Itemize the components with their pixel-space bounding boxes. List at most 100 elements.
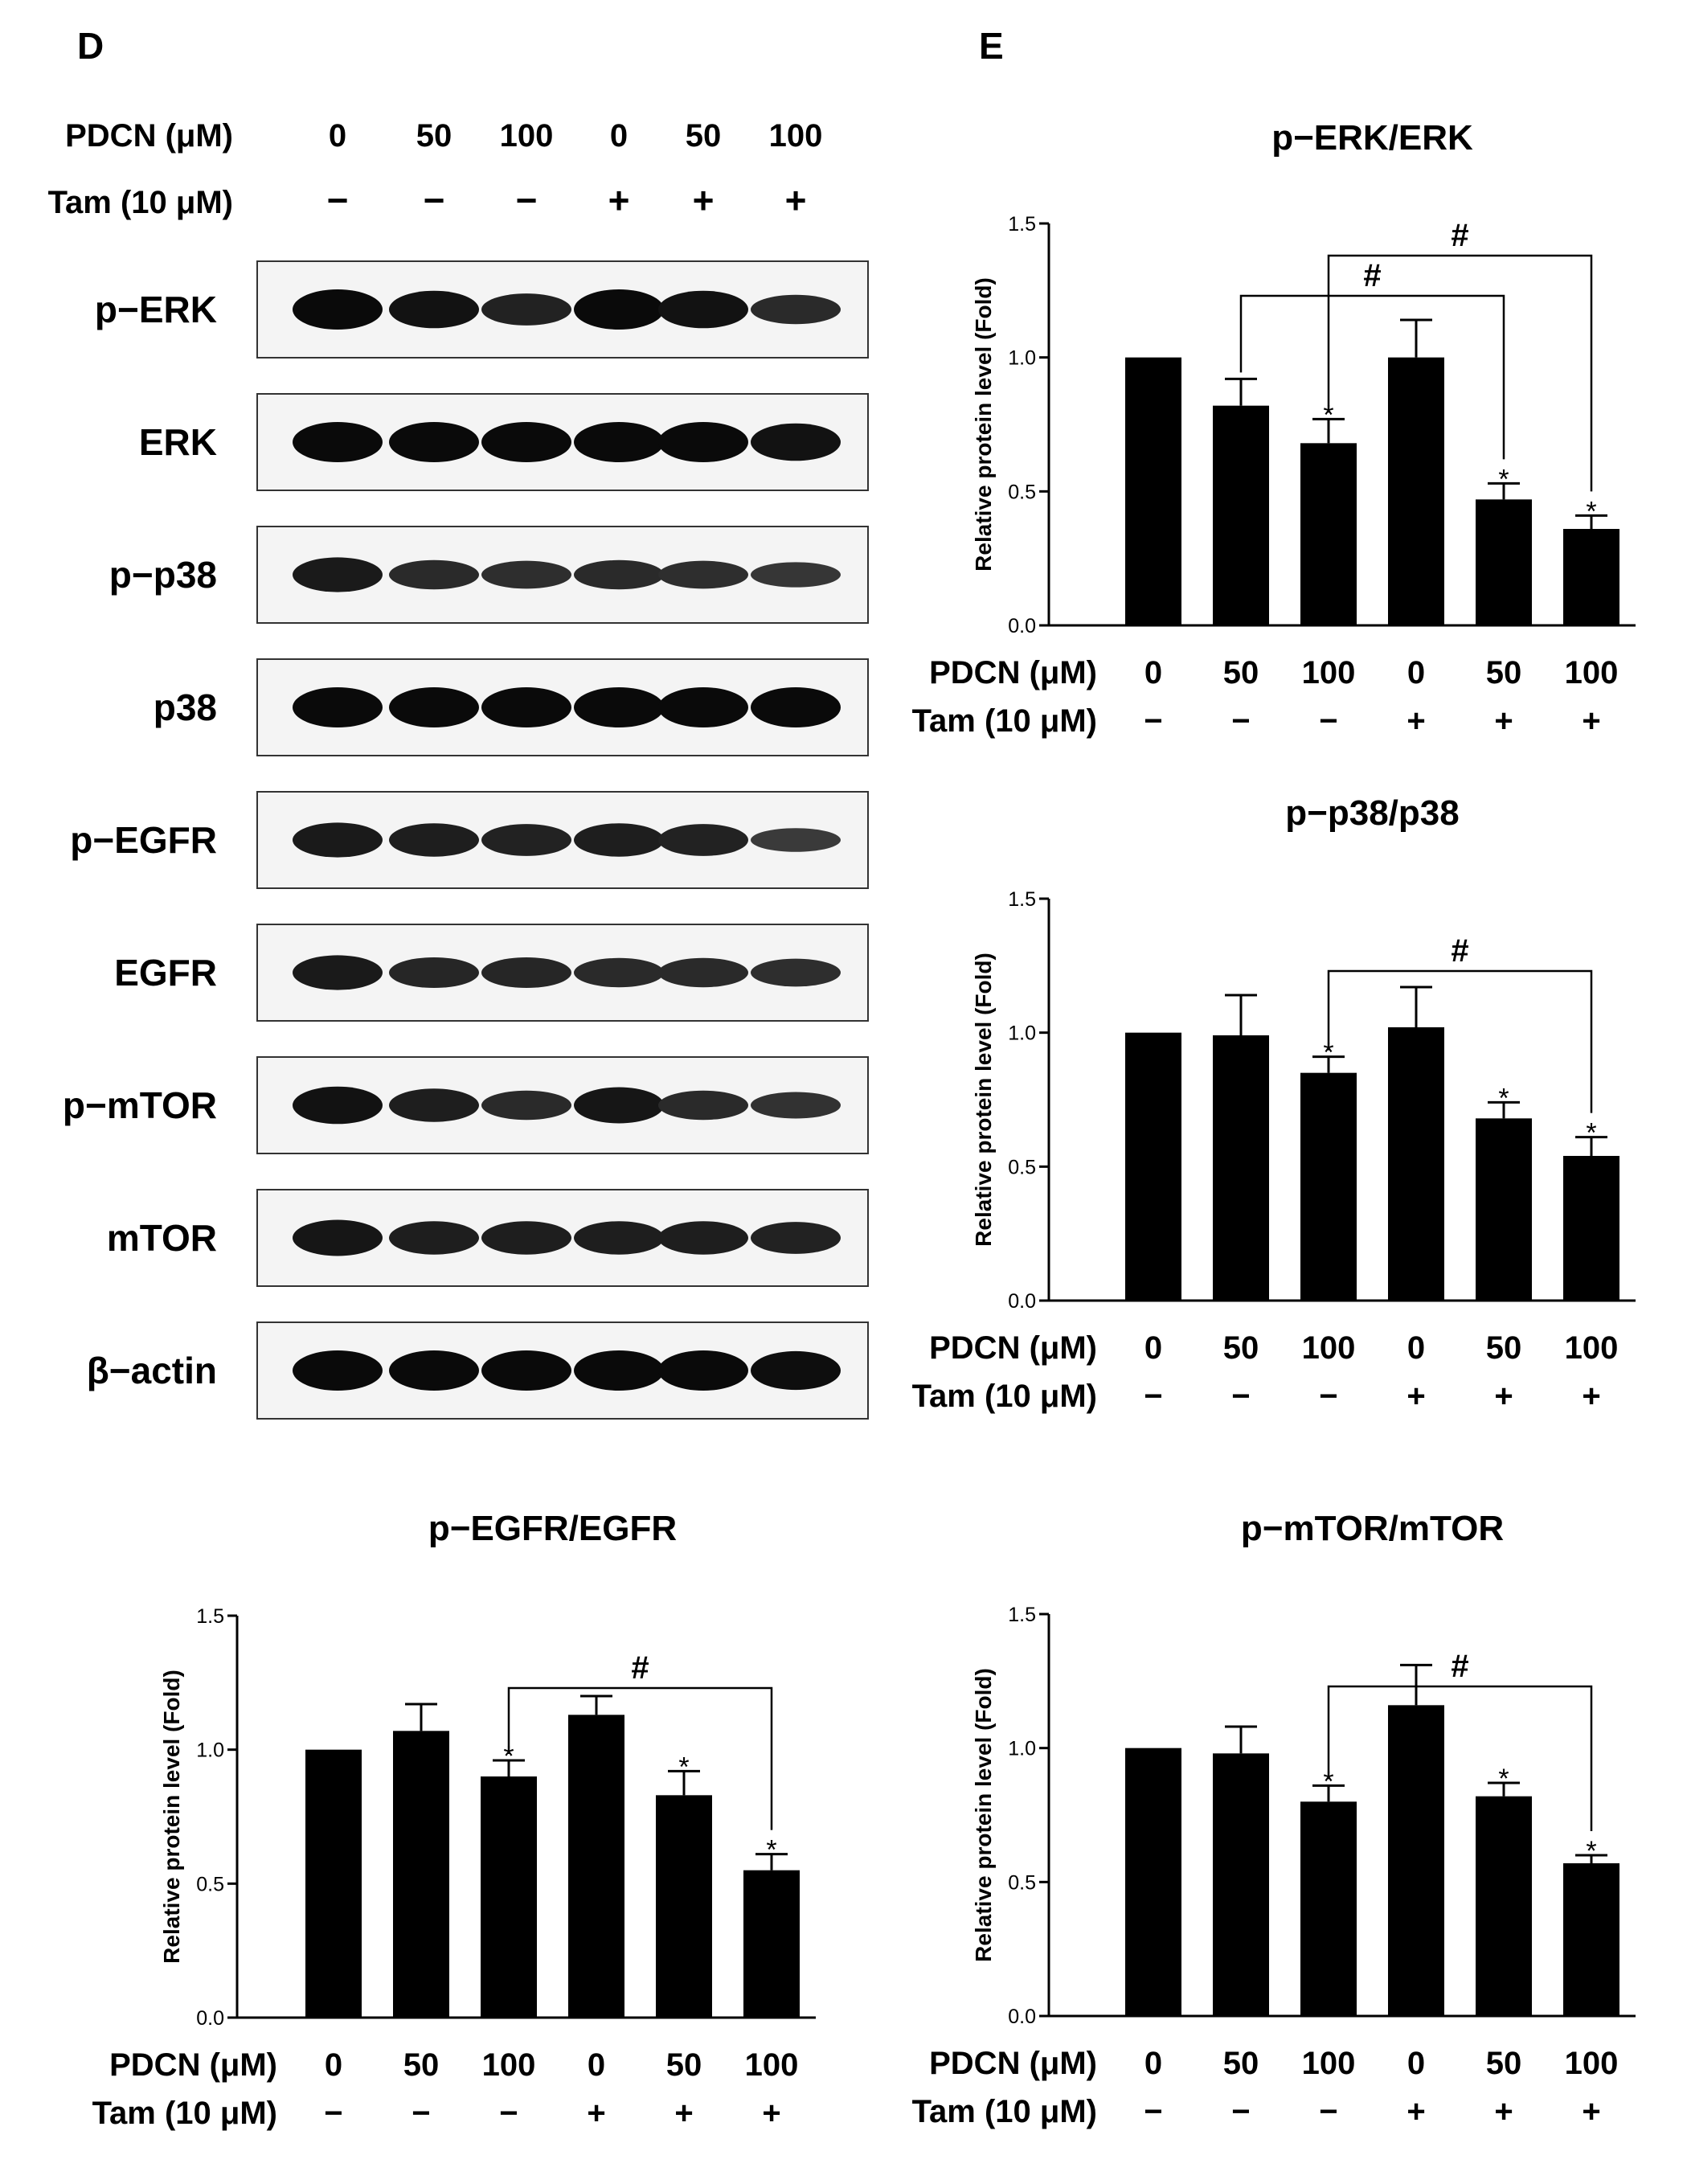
y-tick-label: 1.0 <box>1008 1022 1036 1045</box>
bar <box>1213 1035 1269 1301</box>
tam-value: − <box>1144 703 1162 739</box>
blot-band <box>751 1222 841 1254</box>
pdcn-value: 50 <box>1486 1330 1522 1366</box>
blot-row-label: p−EGFR <box>70 819 217 861</box>
blot-band <box>481 687 571 727</box>
tam-value: − <box>499 2096 518 2131</box>
significance-hash: # <box>1451 218 1468 253</box>
significance-hash: # <box>1451 1649 1468 1684</box>
blot-row-label: p−mTOR <box>63 1084 217 1126</box>
blot-band <box>751 562 841 588</box>
chart-p-p38-p38: p−p38/p38 0.0 0.5 1.0 1.5 Relative protein le… <box>912 796 1636 1414</box>
bar <box>1476 499 1532 625</box>
tam-value: + <box>1582 1379 1600 1414</box>
tam-label: Tam (10 μM) <box>92 2096 277 2131</box>
blot-pdcn-value: 100 <box>769 118 823 154</box>
blot-band <box>574 1350 664 1391</box>
significance-star: * <box>1498 1764 1509 1794</box>
y-tick-label: 1.5 <box>1008 213 1036 236</box>
blot-band <box>574 687 664 727</box>
blot-band <box>574 422 664 462</box>
pdcn-value: 0 <box>588 2047 605 2083</box>
y-axis-label: Relative protein level (Fold) <box>971 277 996 572</box>
y-tick-label: 1.0 <box>196 1739 224 1762</box>
blot-row-label: ERK <box>139 421 217 463</box>
blot-band <box>389 290 479 329</box>
significance-hash: # <box>631 1650 649 1686</box>
y-tick-label: 1.0 <box>1008 347 1036 370</box>
blot-pdcn-label: PDCN (μM) <box>65 118 233 154</box>
significance-hash: # <box>1363 258 1381 293</box>
blot-band <box>481 1221 571 1255</box>
significance-bracket <box>1327 1685 1593 1831</box>
bar <box>393 1731 449 2018</box>
tam-value: + <box>1407 1379 1425 1414</box>
tam-value: + <box>1407 2094 1425 2129</box>
tam-value: − <box>1144 1379 1162 1414</box>
y-tick-label: 0.5 <box>1008 1871 1036 1894</box>
pdcn-value: 50 <box>1223 2046 1259 2081</box>
blot-band <box>481 1350 571 1391</box>
chart-p-mtor-mtor: p−mTOR/mTOR 0.0 0.5 1.0 1.5 Relative protein … <box>912 1511 1636 2129</box>
y-tick-label: 0.5 <box>196 1873 224 1895</box>
panel-letter-e: E <box>979 25 1004 67</box>
y-tick-label: 1.5 <box>196 1605 224 1628</box>
significance-star: * <box>1323 1766 1333 1797</box>
tam-value: + <box>1494 1379 1513 1414</box>
significance-star: * <box>1323 1038 1333 1068</box>
tam-label: Tam (10 μM) <box>912 1379 1097 1414</box>
blot-band <box>389 823 479 857</box>
pdcn-value: 50 <box>403 2047 440 2083</box>
pdcn-value: 100 <box>1302 655 1356 690</box>
pdcn-value: 100 <box>1565 2046 1619 2081</box>
chart-p-erk-erk: p−ERK/ERK 0.0 0.5 1.0 1.5 Relative protein le… <box>912 121 1636 739</box>
blot-band <box>574 559 664 590</box>
blot-tam-value: + <box>785 179 807 221</box>
tam-value: − <box>1319 703 1337 739</box>
tam-value: − <box>1231 703 1250 739</box>
pdcn-value: 50 <box>1486 2046 1522 2081</box>
pdcn-value: 50 <box>1223 655 1259 690</box>
tam-label: Tam (10 μM) <box>912 2094 1097 2129</box>
blot-band <box>481 1090 571 1121</box>
blot-band <box>658 290 748 329</box>
tam-value: + <box>587 2096 605 2131</box>
bar <box>1563 1156 1619 1301</box>
bar <box>481 1776 537 2018</box>
tam-value: + <box>1494 2094 1513 2129</box>
blot-band <box>658 1090 748 1121</box>
blot-band <box>481 824 571 856</box>
significance-star: * <box>1586 496 1596 527</box>
pdcn-label: PDCN (μM) <box>929 655 1097 690</box>
chart-title: p−EGFR/EGFR <box>428 1511 677 1548</box>
tam-value: + <box>1407 703 1425 739</box>
chart-title: p−p38/p38 <box>1285 796 1459 833</box>
chart-p-egfr-egfr: p−EGFR/EGFR 0.0 0.5 1.0 1.5 Relative protein … <box>92 1511 816 2131</box>
significance-star: * <box>1498 1083 1509 1113</box>
blot-band <box>389 687 479 727</box>
y-tick-label: 0.5 <box>1008 1156 1036 1178</box>
blot-tam-value: − <box>516 179 538 221</box>
significance-hash: # <box>1451 933 1468 969</box>
bar <box>1213 1753 1269 2016</box>
pdcn-value: 100 <box>1302 2046 1356 2081</box>
bar <box>1476 1796 1532 2016</box>
tam-value: − <box>1144 2094 1162 2129</box>
blot-band <box>658 824 748 856</box>
blot-band <box>751 423 841 461</box>
y-axis-label: Relative protein level (Fold) <box>971 1668 996 1962</box>
blot-band <box>751 294 841 325</box>
bar <box>656 1795 712 2018</box>
y-tick-label: 0.0 <box>1008 2006 1036 2028</box>
significance-star: * <box>1586 1118 1596 1149</box>
tam-label: Tam (10 μM) <box>912 703 1097 739</box>
pdcn-value: 100 <box>1565 1330 1619 1366</box>
blot-band <box>293 557 383 592</box>
chart-title: p−mTOR/mTOR <box>1241 1511 1504 1548</box>
bar <box>1563 1863 1619 2016</box>
blot-pdcn-value: 100 <box>500 118 554 154</box>
pdcn-value: 0 <box>1144 655 1162 690</box>
blot-pdcn-value: 50 <box>686 118 722 154</box>
pdcn-value: 0 <box>1144 1330 1162 1366</box>
pdcn-value: 50 <box>1486 655 1522 690</box>
